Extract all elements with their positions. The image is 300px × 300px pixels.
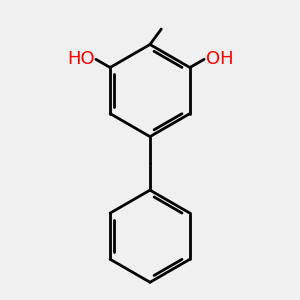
Text: HO: HO: [67, 50, 94, 68]
Text: OH: OH: [206, 50, 233, 68]
